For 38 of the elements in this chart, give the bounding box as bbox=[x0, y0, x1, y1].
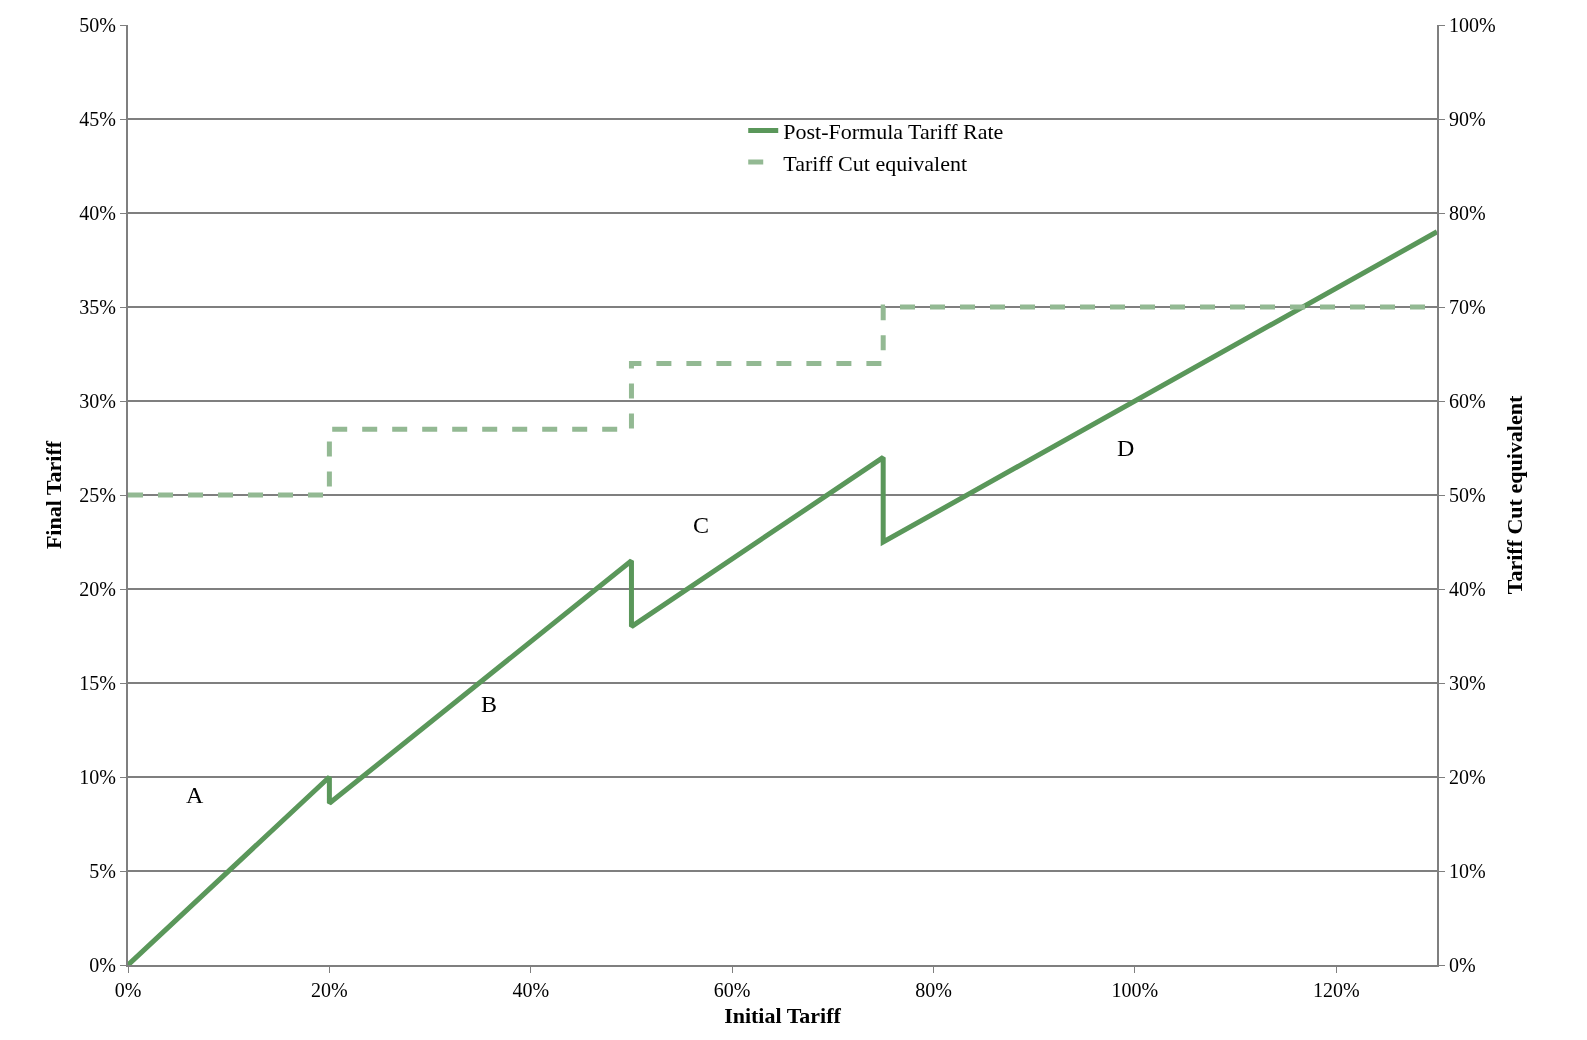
y2-tick-label: 10% bbox=[1449, 860, 1486, 882]
x-tick-label: 60% bbox=[713, 979, 751, 1001]
y2-tick-label: 0% bbox=[1449, 954, 1476, 976]
annotation: B bbox=[481, 691, 498, 717]
y2-tick-label: 20% bbox=[1449, 766, 1486, 788]
y-tick-label: 30% bbox=[79, 390, 116, 412]
y-tick-label: 45% bbox=[79, 108, 116, 130]
y-tick-label: 50% bbox=[79, 14, 116, 36]
y2-axis-title: Tariff Cut equivalent bbox=[1502, 395, 1528, 595]
y-tick-label: 40% bbox=[79, 202, 116, 224]
y-tick-label: 25% bbox=[79, 484, 116, 506]
legend-label: Tariff Cut equivalent bbox=[783, 150, 968, 176]
y-tick-label: 35% bbox=[79, 296, 116, 318]
y2-tick-label: 70% bbox=[1449, 296, 1486, 318]
x-tick-label: 40% bbox=[512, 979, 550, 1001]
y-tick-label: 0% bbox=[89, 954, 116, 976]
legend-label: Post-Formula Tariff Rate bbox=[783, 118, 1004, 144]
annotation: C bbox=[693, 512, 710, 538]
y2-tick-label: 100% bbox=[1449, 14, 1496, 36]
y2-tick-label: 50% bbox=[1449, 484, 1486, 506]
y2-tick-label: 40% bbox=[1449, 578, 1486, 600]
y-tick-label: 5% bbox=[89, 860, 116, 882]
annotation: A bbox=[186, 782, 204, 808]
y2-tick-label: 80% bbox=[1449, 202, 1486, 224]
x-tick-label: 0% bbox=[114, 979, 142, 1001]
x-tick-label: 100% bbox=[1111, 979, 1159, 1001]
y2-tick-label: 60% bbox=[1449, 390, 1486, 412]
x-tick-label: 80% bbox=[915, 979, 952, 1001]
y2-tick-label: 30% bbox=[1449, 672, 1486, 694]
x-tick-label: 20% bbox=[311, 979, 348, 1001]
y-tick-label: 20% bbox=[79, 578, 116, 600]
y-tick-label: 10% bbox=[79, 766, 116, 788]
y-axis-title: Final Tariff bbox=[40, 440, 66, 550]
x-axis-title: Initial Tariff bbox=[724, 1003, 842, 1029]
y2-tick-label: 90% bbox=[1449, 108, 1486, 130]
annotation: D bbox=[1117, 435, 1135, 461]
x-tick-label: 120% bbox=[1312, 979, 1360, 1001]
y-tick-label: 15% bbox=[79, 672, 116, 694]
